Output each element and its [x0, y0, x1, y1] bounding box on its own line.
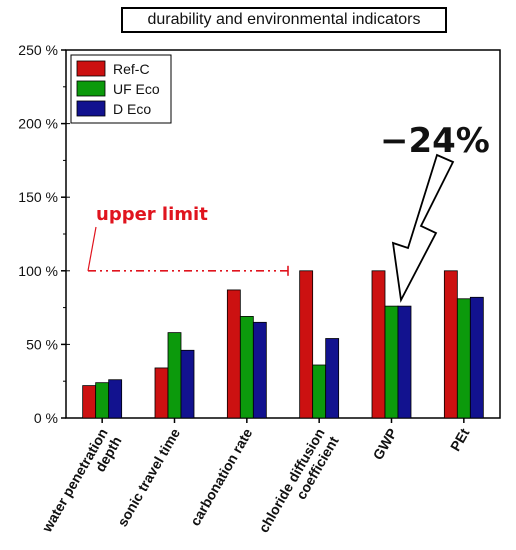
bar-uf-eco: [95, 382, 110, 419]
reduction-arrow: [391, 153, 455, 303]
x-category-label-line: carbonation rate: [187, 425, 256, 528]
y-tick-label: 150 %: [18, 189, 58, 205]
bar-d-eco: [469, 296, 484, 419]
x-category-label: chloride diffusioncoefficient: [255, 425, 342, 543]
y-tick-label: 50 %: [26, 336, 58, 352]
x-category-label-line: GWP: [370, 426, 401, 463]
bar-ref-c: [443, 270, 458, 419]
legend-swatch: [76, 100, 106, 117]
bar-uf-eco: [167, 332, 182, 419]
bar-ref-c: [371, 270, 386, 419]
x-category-label-line: water penetration: [38, 426, 111, 536]
legend-label: D Eco: [113, 101, 151, 117]
bar-uf-eco: [384, 305, 399, 419]
bar-d-eco: [108, 379, 123, 419]
legend-swatch: [76, 60, 106, 77]
y-tick-label: 100 %: [18, 263, 58, 279]
y-tick-label: 200 %: [18, 116, 58, 132]
x-category-label: PEt: [447, 425, 473, 454]
legend-label: UF Eco: [113, 81, 160, 97]
bar-uf-eco: [239, 316, 254, 419]
bar-ref-c: [154, 367, 169, 419]
y-tick-label: 250 %: [18, 42, 58, 58]
upper-limit-leader: [87, 226, 97, 271]
bar-uf-eco: [312, 364, 327, 419]
x-category-label: carbonation rate: [187, 425, 256, 528]
x-category-label-line: PEt: [447, 425, 473, 454]
bar-uf-eco: [456, 298, 471, 419]
bar-ref-c: [82, 385, 97, 419]
upper-limit-label: upper limit: [96, 204, 208, 225]
bar-ref-c: [299, 270, 314, 419]
legend-swatch: [76, 80, 106, 97]
x-category-label: water penetrationdepth: [38, 426, 125, 544]
x-category-label: sonic travel time: [114, 425, 183, 529]
bar-d-eco: [397, 305, 412, 419]
bar-ref-c: [226, 289, 241, 419]
reduction-label: −24%: [380, 121, 490, 161]
chart-title: durability and environmental indicators: [121, 7, 447, 33]
bar-d-eco: [325, 338, 340, 419]
x-category-label-line: sonic travel time: [114, 425, 183, 529]
y-tick-label: 0 %: [34, 410, 58, 426]
bar-d-eco: [180, 349, 195, 419]
bar-d-eco: [252, 321, 267, 419]
x-category-label: GWP: [370, 426, 401, 463]
legend-label: Ref-C: [113, 61, 150, 77]
